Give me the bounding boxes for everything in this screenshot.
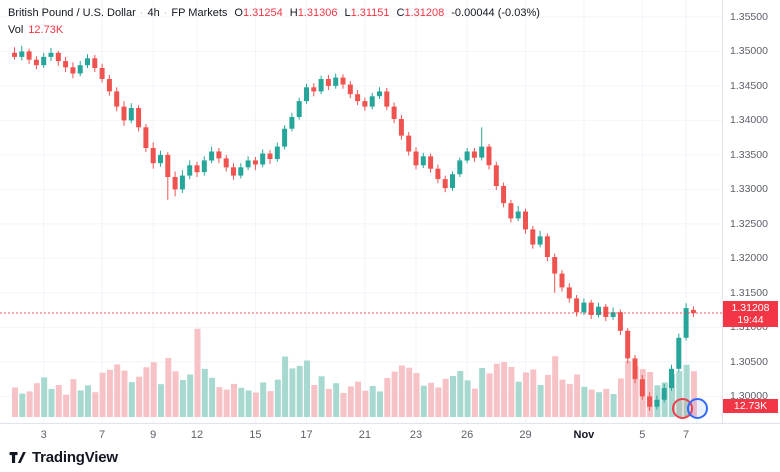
time-axis-label: 7	[99, 429, 106, 441]
open-value: 1.31254	[242, 7, 283, 19]
quote-currency-logo-icon	[687, 398, 708, 419]
volume-value: 12.73K	[28, 24, 64, 36]
time-axis-label: 23	[409, 429, 423, 441]
volume-badge-value: 12.73K	[733, 400, 768, 412]
close-value: 1.31208	[404, 7, 445, 19]
time-axis-label: 26	[460, 429, 474, 441]
feed-label: FP Markets	[171, 7, 228, 19]
low-label: L	[344, 7, 351, 19]
volume-label: Vol	[8, 24, 24, 36]
current-price-badge: 1.31208 19:44	[723, 301, 778, 328]
time-axis-label: 21	[358, 429, 372, 441]
pair-logo-watermark	[672, 396, 718, 422]
time-axis-label: 15	[249, 429, 262, 441]
interval-label[interactable]: 4h	[147, 7, 160, 19]
time-axis-label: 17	[300, 429, 313, 441]
time-axis-label: Nov	[573, 429, 595, 441]
open-label: O	[234, 7, 243, 19]
footer-bar: TradingView	[0, 446, 780, 470]
price-axis-label: 1.33000	[730, 183, 768, 196]
legend-separator: ·	[139, 7, 144, 19]
candlestick-chart-pane[interactable]: British Pound / U.S. Dollar · 4h · FP Market…	[0, 0, 780, 423]
time-axis[interactable]: 3 7 9 12 15 17 21 23 26 29 Nov 5 7	[0, 423, 780, 447]
change-value: -0.00044 (-0.03%)	[451, 7, 540, 19]
time-axis-label: 12	[190, 429, 204, 441]
price-axis-label: 1.32000	[730, 252, 768, 265]
price-axis-label: 1.33500	[730, 148, 768, 161]
time-axis-label: 3	[40, 429, 47, 441]
price-axis-label: 1.34000	[730, 114, 768, 127]
tradingview-brand-text: TradingView	[32, 449, 118, 466]
legend-separator: ·	[163, 7, 168, 19]
tradingview-logo-icon	[9, 451, 26, 464]
volume-legend[interactable]: Vol 12.73K	[8, 24, 63, 36]
symbol-title[interactable]: British Pound / U.S. Dollar	[8, 7, 136, 19]
symbol-legend[interactable]: British Pound / U.S. Dollar · 4h · FP Market…	[8, 7, 540, 19]
high-value: 1.31306	[297, 7, 338, 19]
time-axis-label: 5	[639, 429, 646, 441]
price-axis-label: 1.30500	[730, 355, 768, 368]
price-axis-label: 1.35000	[730, 45, 768, 58]
price-axis-label: 1.35500	[730, 10, 768, 23]
time-axis-label: 29	[519, 429, 532, 441]
low-value: 1.31151	[350, 7, 390, 19]
time-axis-label: 7	[683, 429, 690, 441]
bar-countdown: 19:44	[737, 314, 764, 327]
tradingview-logo-link[interactable]: TradingView	[8, 448, 118, 467]
price-axis-label: 1.34500	[730, 79, 768, 92]
current-price-value: 1.31208	[731, 302, 770, 315]
close-label: C	[396, 7, 405, 19]
volume-badge: 12.73K	[723, 399, 778, 413]
time-axis-label: 9	[150, 429, 157, 441]
price-axis-label: 1.32500	[730, 217, 768, 230]
high-label: H	[289, 7, 298, 19]
price-axis[interactable]: 1.35500 1.35000 1.34500 1.34000 1.33500 1.330…	[722, 0, 780, 423]
candles-volume-canvas	[0, 0, 722, 423]
price-axis-label: 1.31500	[730, 286, 768, 299]
